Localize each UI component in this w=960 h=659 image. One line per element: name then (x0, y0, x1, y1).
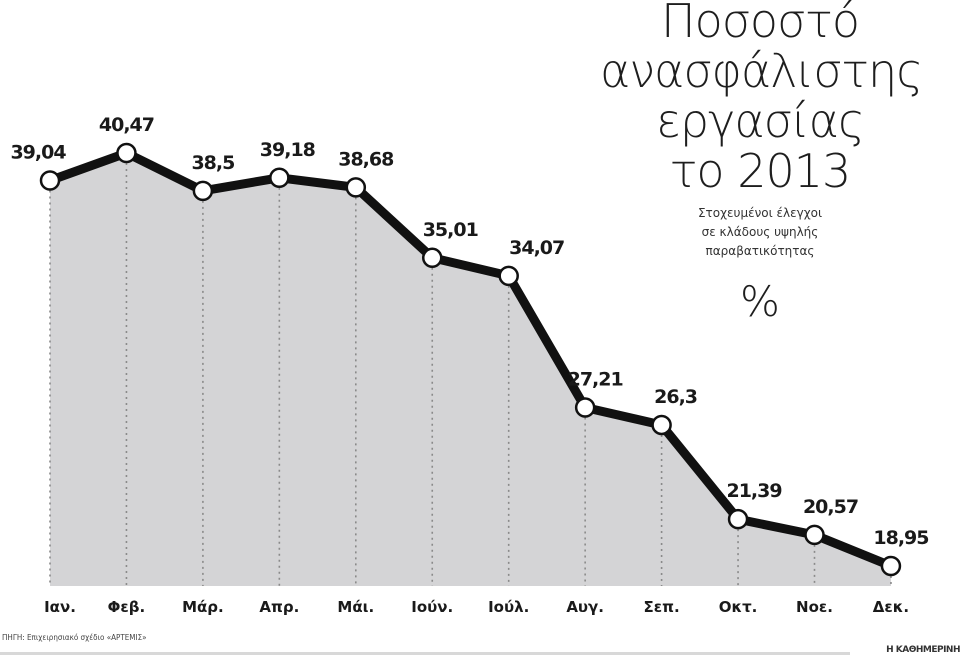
subtitle-line: παραβατικότητας (705, 244, 815, 258)
month-label: Μάρ. (182, 598, 224, 616)
value-label: 39,18 (260, 139, 316, 161)
month-label: Φεβ. (108, 598, 146, 616)
title-line: ανασφάλιστης (600, 44, 923, 98)
chart-subtitle: Στοχευμένοι έλεγχοι σε κλάδους υψηλής πα… (600, 204, 920, 261)
subtitle-line: Στοχευμένοι έλεγχοι (697, 206, 823, 220)
value-label: 38,5 (191, 152, 234, 174)
data-point-marker (192, 180, 214, 202)
value-label: 39,04 (10, 141, 66, 163)
value-label: 35,01 (423, 219, 478, 241)
value-label: 34,07 (509, 237, 564, 259)
data-line (45, 148, 896, 571)
data-point-marker (574, 397, 596, 418)
data-point-marker (498, 265, 519, 287)
area-fill (50, 153, 891, 586)
data-markers (39, 142, 902, 577)
footer-divider (0, 652, 850, 655)
source-note: ΠΗΓΗ: Επιχειρησιακό σχέδιο «ΑΡΤΕΜΙΣ» (2, 633, 147, 642)
value-label: 20,57 (803, 496, 858, 518)
publisher-credit: Η ΚΑΘΗΜΕΡΙΝΗ (886, 645, 960, 655)
data-point-marker (39, 170, 61, 191)
data-point-marker (269, 167, 290, 189)
month-label: Δεκ. (873, 598, 909, 616)
data-point-marker (345, 177, 367, 198)
data-point-marker (116, 142, 137, 164)
month-label: Ιούλ. (488, 598, 529, 616)
subtitle-line: σε κλάδους υψηλής (701, 225, 819, 239)
data-point-marker (727, 508, 749, 530)
value-label: 21,39 (726, 480, 781, 502)
title-block: Ποσοστό ανασφάλιστης εργασίας το 2013 Στ… (600, 0, 923, 326)
data-point-marker (804, 524, 825, 546)
data-point-marker (422, 247, 443, 269)
month-label: Οκτ. (719, 598, 758, 616)
value-label: 26,3 (654, 386, 697, 408)
value-labels: 39,04 40,47 38,5 39,18 38,68 35,01 34,07 27,21 2… (10, 114, 929, 549)
data-point-marker (880, 555, 902, 577)
value-label: 38,68 (338, 148, 394, 170)
title-line: το 2013 (669, 144, 852, 198)
month-label: Μάι. (337, 598, 374, 616)
month-label: Ιούν. (411, 598, 453, 616)
month-label: Νοε. (796, 598, 833, 616)
value-label: 40,47 (99, 114, 154, 136)
month-labels: Ιαν. Φεβ. Μάρ. Απρ. Μάι. Ιούν. Ιούλ. Αυγ. Σεπ. Οκ… (44, 598, 909, 616)
chart-title: Ποσοστό ανασφάλιστης εργασίας το 2013 (600, 0, 923, 198)
value-label: 27,21 (568, 368, 623, 390)
value-label: 18,95 (873, 527, 928, 549)
data-point-marker (651, 414, 672, 436)
month-label: Σεπ. (644, 598, 680, 616)
month-label: Απρ. (259, 598, 299, 616)
title-line: εργασίας (656, 94, 865, 148)
month-label: Αυγ. (566, 598, 604, 616)
title-line: Ποσοστό (660, 0, 860, 48)
month-gridlines (49, 163, 892, 586)
unit-label: % (740, 277, 780, 326)
month-label: Ιαν. (44, 598, 76, 616)
